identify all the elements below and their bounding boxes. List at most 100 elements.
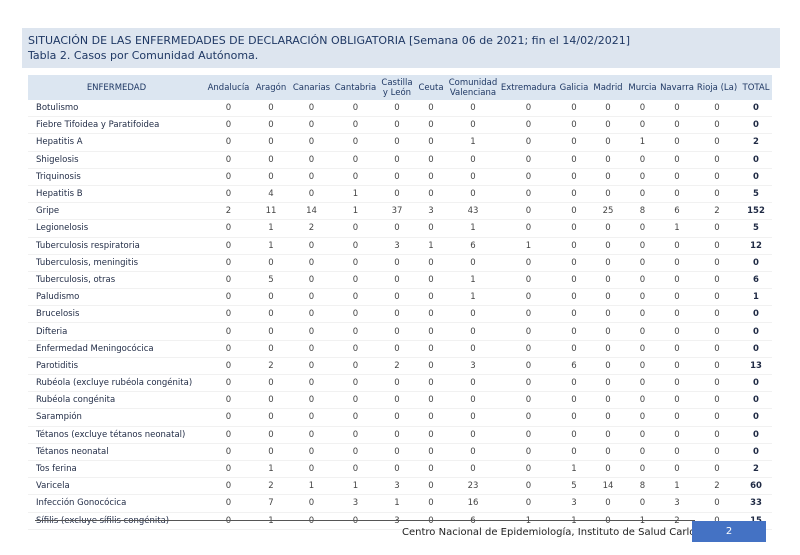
case-count: 0 — [694, 305, 740, 324]
case-count: 0 — [694, 237, 740, 255]
column-header: Madrid — [591, 75, 625, 100]
case-count: 0 — [290, 185, 333, 204]
case-count: 0 — [557, 340, 591, 358]
case-count: 0 — [625, 100, 660, 118]
case-count: 0 — [500, 322, 557, 341]
case-count: 0 — [416, 443, 446, 461]
case-count: 0 — [446, 391, 500, 410]
disease-name: Tétanos (excluye tétanos neonatal) — [28, 426, 205, 444]
case-count: 0 — [500, 116, 557, 135]
case-count: 0 — [416, 426, 446, 444]
case-count: 0 — [290, 237, 333, 255]
case-count: 0 — [333, 374, 378, 393]
case-count: 0 — [205, 460, 252, 479]
case-count: 0 — [694, 374, 740, 393]
case-count: 0 — [557, 408, 591, 427]
case-count: 0 — [557, 254, 591, 272]
column-header: Canarias — [290, 75, 333, 100]
case-count: 0 — [252, 426, 290, 444]
case-count: 1 — [333, 185, 378, 204]
case-count: 0 — [446, 305, 500, 324]
case-count: 0 — [500, 100, 557, 118]
case-count: 0 — [740, 100, 772, 118]
case-count: 0 — [205, 237, 252, 255]
case-count: 0 — [740, 408, 772, 427]
case-count: 2 — [740, 460, 772, 479]
table-row: Rubéola (excluye rubéola congénita) 0 0 0 0 0… — [28, 374, 772, 393]
case-count: 5 — [252, 271, 290, 290]
case-count: 0 — [500, 151, 557, 169]
disease-name: Tos ferina — [28, 460, 205, 479]
case-count: 0 — [252, 116, 290, 135]
table-row: Rubéola congénita 0 0 0 0 0 0 0 0 0 0 0 0 0 0 — [28, 391, 772, 410]
case-count: 0 — [416, 494, 446, 513]
case-count: 0 — [694, 460, 740, 479]
disease-name: Legionelosis — [28, 219, 205, 238]
case-count: 0 — [591, 254, 625, 272]
column-header: TOTAL — [740, 75, 772, 100]
case-count: 0 — [591, 426, 625, 444]
case-count: 8 — [625, 477, 660, 496]
disease-name: Fiebre Tifoidea y Paratifoidea — [28, 116, 205, 135]
column-header: Ceuta — [416, 75, 446, 100]
case-count: 0 — [591, 237, 625, 255]
case-count: 0 — [416, 288, 446, 307]
case-count: 0 — [500, 219, 557, 238]
case-count: 0 — [660, 254, 694, 272]
case-count: 0 — [591, 460, 625, 479]
case-count: 5 — [740, 185, 772, 204]
disease-name: Tuberculosis respiratoria — [28, 237, 205, 255]
case-count: 1 — [252, 460, 290, 479]
column-header: ENFERMEDAD — [28, 75, 205, 100]
case-count: 0 — [694, 219, 740, 238]
table-row: Parotiditis 0 2 0 0 2 0 3 0 6 0 0 0 0 13 — [28, 357, 772, 376]
case-count: 0 — [416, 100, 446, 118]
case-count: 0 — [591, 340, 625, 358]
table-row: Legionelosis 0 1 2 0 0 0 1 0 0 0 0 1 0 5 — [28, 219, 772, 238]
case-count: 0 — [625, 116, 660, 135]
table-row: Tuberculosis, meningitis 0 0 0 0 0 0 0 0 0 0 0 0 0 0 — [28, 254, 772, 272]
case-count: 0 — [694, 391, 740, 410]
table-row: Tétanos neonatal 0 0 0 0 0 0 0 0 0 0 0 0 0 0 — [28, 443, 772, 461]
case-count: 0 — [694, 168, 740, 186]
case-count: 6 — [660, 202, 694, 221]
case-count: 0 — [694, 185, 740, 204]
case-count: 0 — [205, 494, 252, 513]
case-count: 0 — [660, 443, 694, 461]
column-header: Castilla y León — [378, 75, 416, 100]
case-count: 2 — [378, 357, 416, 376]
case-count: 0 — [290, 426, 333, 444]
case-count: 0 — [740, 254, 772, 272]
table-row: Tétanos (excluye tétanos neonatal) 0 0 0 0 0 0… — [28, 426, 772, 444]
case-count: 0 — [740, 168, 772, 186]
case-count: 0 — [591, 133, 625, 152]
disease-name: Rubéola congénita — [28, 391, 205, 410]
case-count: 0 — [290, 116, 333, 135]
case-count: 0 — [252, 151, 290, 169]
case-count: 0 — [740, 322, 772, 341]
case-count: 0 — [625, 391, 660, 410]
column-header: Navarra — [660, 75, 694, 100]
case-count: 0 — [591, 494, 625, 513]
case-count: 0 — [378, 391, 416, 410]
case-count: 0 — [446, 151, 500, 169]
case-count: 0 — [557, 374, 591, 393]
case-count: 0 — [694, 116, 740, 135]
case-count: 0 — [660, 408, 694, 427]
case-count: 0 — [625, 494, 660, 513]
case-count: 0 — [378, 408, 416, 427]
disease-name: Tuberculosis, meningitis — [28, 254, 205, 272]
case-count: 0 — [290, 151, 333, 169]
case-count: 0 — [625, 219, 660, 238]
case-count: 0 — [416, 340, 446, 358]
case-count: 0 — [416, 305, 446, 324]
case-count: 0 — [416, 185, 446, 204]
case-count: 8 — [625, 202, 660, 221]
case-count: 0 — [252, 391, 290, 410]
case-count: 0 — [416, 116, 446, 135]
disease-name: Varicela — [28, 477, 205, 496]
case-count: 0 — [205, 477, 252, 496]
case-count: 0 — [252, 322, 290, 341]
table-row: Fiebre Tifoidea y Paratifoidea 0 0 0 0 0 0 0 0 0 0… — [28, 116, 772, 135]
